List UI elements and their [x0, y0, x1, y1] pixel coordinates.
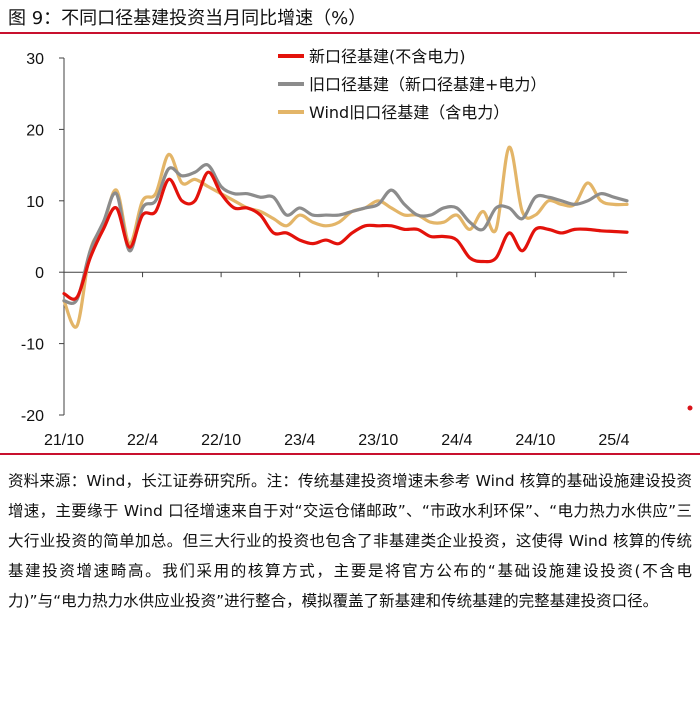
title-divider	[0, 32, 700, 34]
line-chart: -20 -10 0 10 20 30 21/10 22/4 22/10 23/4 23/10 24/4…	[21, 47, 693, 449]
y-tick-label: -20	[21, 408, 44, 425]
red-dot-mark	[687, 405, 693, 411]
chart-bottom-divider	[0, 453, 700, 455]
x-tick-label: 25/4	[598, 432, 629, 449]
x-tick-label: 22/10	[201, 432, 241, 449]
y-tick-label: -10	[21, 337, 44, 354]
source-note: 资料来源：Wind，长江证券研究所。注：传统基建投资增速未参考 Wind 核算的…	[8, 472, 692, 610]
series-line-wind-infra	[62, 145, 629, 329]
legend-label: 旧口径基建（新口径基建+电力）	[309, 75, 546, 94]
x-tick-label: 23/4	[284, 432, 315, 449]
figure-title: 图 9：不同口径基建投资当月同比增速（%）	[8, 8, 367, 29]
y-tick-label: 30	[26, 51, 44, 68]
series-line-new-infra	[62, 170, 629, 301]
chart-axes: -20 -10 0 10 20 30 21/10 22/4 22/10 23/4 23/10 24/4…	[21, 51, 630, 449]
x-tick-label: 21/10	[44, 432, 84, 449]
x-tick-label: 24/10	[515, 432, 555, 449]
y-tick-label: 0	[35, 265, 44, 282]
y-tick-label: 20	[26, 122, 44, 139]
x-tick-label: 24/4	[441, 432, 472, 449]
x-tick-label: 23/10	[358, 432, 398, 449]
y-tick-label: 10	[26, 194, 44, 211]
legend-label: Wind旧口径基建（含电力）	[309, 103, 509, 122]
legend-label: 新口径基建(不含电力)	[309, 47, 466, 66]
x-tick-label: 22/4	[127, 432, 158, 449]
series-line-old-infra	[62, 163, 629, 305]
chart-legend: 新口径基建(不含电力) 旧口径基建（新口径基建+电力） Wind旧口径基建（含电力）	[278, 47, 546, 122]
chart-series	[62, 145, 629, 329]
